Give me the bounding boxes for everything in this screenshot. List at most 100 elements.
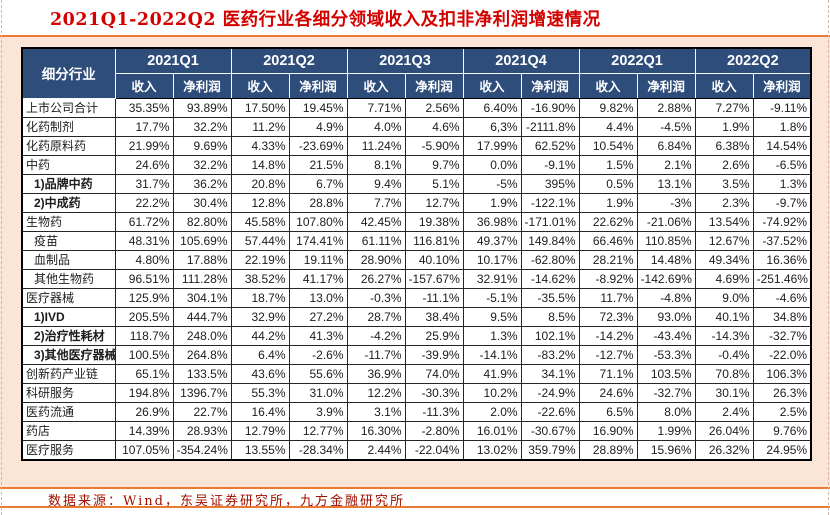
cell-value: 40.10% <box>404 249 464 270</box>
cell-value: -4.8% <box>636 287 696 308</box>
cell-value: -4.2% <box>346 325 406 346</box>
row-segment-name: 2)中成药 <box>21 192 116 213</box>
table-row: 医疗器械 125.9% 304.1% 18.7% 13.0% -0.3% -11.1% -5.… <box>21 287 812 308</box>
cell-value: -12.7% <box>578 344 638 365</box>
row-segment-name: 医药流通 <box>21 401 116 422</box>
cell-value: 26.3% <box>752 382 812 403</box>
table-row: 血制品 4.80% 17.88% 22.19% 19.11% 28.90% 40.10% 10… <box>21 249 812 270</box>
cell-value: 24.6% <box>578 382 638 403</box>
cell-value: 2.4% <box>694 401 754 422</box>
cell-value: 22.19% <box>230 249 290 270</box>
cell-value: 3.1% <box>346 401 406 422</box>
cell-value: 31.7% <box>114 173 174 194</box>
row-segment-name: 上市公司合计 <box>21 97 116 118</box>
cell-value: -24.9% <box>520 382 580 403</box>
cell-value: 72.3% <box>578 306 638 327</box>
cell-value: 4.9% <box>288 116 348 137</box>
cell-value: 2.0% <box>462 401 522 422</box>
cell-value: 0.0% <box>462 154 522 175</box>
metric-header-netprofit-2021q3: 净利润 <box>404 72 464 99</box>
cell-value: 31.0% <box>288 382 348 403</box>
cell-value: 93.89% <box>172 97 232 118</box>
cell-value: 9.0% <box>694 287 754 308</box>
cell-value: 2.56% <box>404 97 464 118</box>
cell-value: 110.85% <box>636 230 696 251</box>
cell-value: 26.04% <box>694 420 754 441</box>
cell-value: 10.2% <box>462 382 522 403</box>
cell-value: 22.2% <box>114 192 174 213</box>
metric-header-revenue-2021q1: 收入 <box>114 72 174 99</box>
table-row: 科研服务 194.8% 1396.7% 55.3% 31.0% 12.2% -30.3% 10… <box>21 382 812 403</box>
cell-value: 174.41% <box>288 230 348 251</box>
row-segment-name: 医疗服务 <box>21 439 116 460</box>
metric-header-netprofit-2021q2: 净利润 <box>288 72 348 99</box>
cell-value: 55.6% <box>288 363 348 384</box>
row-segment-name: 化药制剂 <box>21 116 116 137</box>
cell-value: -32.7% <box>636 382 696 403</box>
cell-value: 20.8% <box>230 173 290 194</box>
cell-value: 36.98% <box>462 211 522 232</box>
cell-value: 41.9% <box>462 363 522 384</box>
cell-value: -32.7% <box>752 325 812 346</box>
page-title: 2021Q1-2022Q2 医药行业各细分领域收入及扣非净利润增速情况 <box>50 10 601 30</box>
footer-divider-bottom <box>0 506 830 508</box>
cell-value: 6.40% <box>462 97 522 118</box>
cell-value: 118.7% <box>114 325 174 346</box>
cell-value: 8.1% <box>346 154 406 175</box>
cell-value: 8.0% <box>636 401 696 422</box>
cell-value: 107.80% <box>288 211 348 232</box>
cell-value: 4.6% <box>404 116 464 137</box>
cell-value: 41.17% <box>288 268 348 289</box>
cell-value: -3% <box>636 192 696 213</box>
cell-value: 107.05% <box>114 439 174 460</box>
cell-value: -5.90% <box>404 135 464 156</box>
quarter-header-2022q2: 2022Q2 <box>694 47 812 74</box>
table-row: 化药原料药 21.99% 9.69% 4.33% -23.69% 11.24% -5.90%… <box>21 135 812 156</box>
cell-value: -22.04% <box>404 439 464 460</box>
cell-value: -83.2% <box>520 344 580 365</box>
cell-value: 28.93% <box>172 420 232 441</box>
cell-value: 4.4% <box>578 116 638 137</box>
table-row: 1)品牌中药 31.7% 36.2% 20.8% 6.7% 9.4% 5.1% -5% 395%… <box>21 173 812 194</box>
row-segment-name: 医疗器械 <box>21 287 116 308</box>
cell-value: 13.1% <box>636 173 696 194</box>
cell-value: 25.9% <box>404 325 464 346</box>
cell-value: 11.2% <box>230 116 290 137</box>
cell-value: 9.7% <box>404 154 464 175</box>
cell-value: 55.3% <box>230 382 290 403</box>
table-row: 上市公司合计 35.35% 93.89% 17.50% 19.45% 7.71% 2.56%… <box>21 97 812 118</box>
cell-value: 16.01% <box>462 420 522 441</box>
cell-value: 6.38% <box>694 135 754 156</box>
row-segment-name: 2)治疗性耗材 <box>21 325 116 346</box>
cell-value: -43.4% <box>636 325 696 346</box>
cell-value: 2.3% <box>694 192 754 213</box>
cell-value: 111.28% <box>172 268 232 289</box>
cell-value: 41.3% <box>288 325 348 346</box>
cell-value: 18.7% <box>230 287 290 308</box>
table-row: 创新药产业链 65.1% 133.5% 43.6% 55.6% 36.9% 74.0% 41.… <box>21 363 812 384</box>
cell-value: 44.2% <box>230 325 290 346</box>
cell-value: 14.8% <box>230 154 290 175</box>
cell-value: 6,3% <box>462 116 522 137</box>
metric-header-netprofit-2022q2: 净利润 <box>752 72 812 99</box>
cell-value: 22.7% <box>172 401 232 422</box>
cell-value: 12.79% <box>230 420 290 441</box>
cell-value: -28.34% <box>288 439 348 460</box>
cell-value: 4.33% <box>230 135 290 156</box>
cell-value: -30.67% <box>520 420 580 441</box>
table-container: 细分行业 2021Q1 2021Q2 2021Q3 2021Q4 2022Q1 2022Q2… <box>21 47 813 461</box>
metric-header-revenue-2022q1: 收入 <box>578 72 638 99</box>
cell-value: 359.79% <box>520 439 580 460</box>
metric-header-revenue-2021q2: 收入 <box>230 72 290 99</box>
row-segment-name: 科研服务 <box>21 382 116 403</box>
cell-value: 17.99% <box>462 135 522 156</box>
cell-value: 13.0% <box>288 287 348 308</box>
cell-value: 4.80% <box>114 249 174 270</box>
metric-header-revenue-2022q2: 收入 <box>694 72 754 99</box>
cell-value: 9.5% <box>462 306 522 327</box>
cell-value: 17.7% <box>114 116 174 137</box>
metric-header-netprofit-2021q1: 净利润 <box>172 72 232 99</box>
cell-value: 3.9% <box>288 401 348 422</box>
cell-value: 304.1% <box>172 287 232 308</box>
cell-value: 264.8% <box>172 344 232 365</box>
